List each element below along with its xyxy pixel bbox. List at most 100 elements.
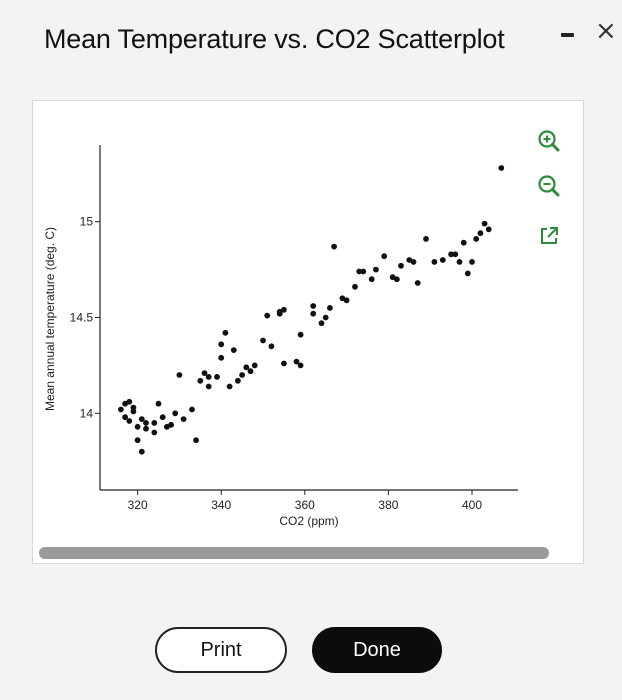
scatter-point (126, 398, 133, 405)
scatter-point (327, 305, 333, 311)
done-button[interactable]: Done (312, 627, 442, 673)
scatter-point (159, 414, 166, 421)
scatter-point (477, 230, 484, 237)
scatter-point (456, 259, 463, 265)
scatter-point (230, 347, 237, 353)
y-tick-label: 14.5 (70, 311, 94, 325)
scatter-point (410, 259, 417, 265)
scatter-point (448, 251, 454, 258)
popout-button[interactable] (536, 223, 562, 249)
horizontal-scrollbar[interactable] (39, 547, 549, 559)
window-title: Mean Temperature vs. CO2 Scatterplot (44, 24, 505, 54)
scatter-point (293, 358, 300, 365)
scatter-point (318, 320, 325, 327)
scatter-point (469, 259, 475, 265)
x-tick-label: 340 (211, 498, 231, 512)
scatter-point (197, 377, 204, 384)
scatter-point (205, 383, 212, 390)
scatter-point (423, 236, 429, 242)
x-axis-label: CO2 (ppm) (279, 514, 338, 528)
scatter-point (356, 268, 363, 275)
scatter-point (368, 276, 375, 283)
scatter-point (226, 383, 233, 390)
scatter-point (398, 262, 404, 269)
scatter-point (189, 406, 195, 413)
scatter-point (151, 429, 158, 436)
zoom-out-button[interactable] (536, 173, 562, 199)
scatter-point (235, 377, 241, 384)
scatter-point (373, 266, 379, 273)
scatter-point (485, 226, 492, 233)
print-button[interactable]: Print (155, 627, 287, 673)
axes (99, 145, 518, 491)
scatter-point (218, 354, 225, 361)
x-tick-label: 380 (378, 498, 398, 512)
scatter-point (431, 259, 438, 265)
external-link-icon (541, 227, 558, 244)
scatter-point (452, 251, 459, 258)
scatter-point (360, 268, 367, 275)
scatter-point (393, 276, 400, 283)
scatter-point (143, 420, 149, 426)
scatter-point (155, 400, 162, 407)
x-tick-label: 400 (462, 498, 482, 512)
scatter-point (268, 343, 275, 350)
scatter-point (134, 423, 141, 430)
scatter-point (138, 448, 145, 455)
x-tick-label: 360 (295, 498, 315, 512)
scatter-point (138, 416, 145, 422)
scatter-point (464, 270, 471, 277)
scatter-point (460, 239, 467, 246)
scatter-point (281, 306, 287, 313)
x-tick-label: 320 (128, 498, 148, 512)
scatter-point (331, 243, 337, 250)
scatter-point (498, 165, 505, 171)
y-tick-label: 14 (80, 406, 94, 420)
chart-panel: 320 340 360 380 400 14 14.5 15 CO2 (ppm) Mean a… (32, 100, 584, 564)
scatter-point (222, 329, 229, 336)
y-tick-label: 15 (80, 215, 94, 229)
minimize-icon (561, 33, 574, 37)
scatter-point (180, 416, 187, 422)
scatter-point (439, 257, 446, 263)
scatter-point (218, 341, 225, 348)
close-button[interactable]: × (595, 16, 617, 46)
minimize-button[interactable] (558, 28, 580, 44)
scatter-point (481, 220, 488, 227)
scatter-point (343, 297, 350, 304)
ticks: 320 340 360 380 400 14 14.5 15 (70, 215, 483, 512)
y-axis-label: Mean annual temperature (deg. C) (43, 227, 57, 411)
scatter-point (172, 410, 179, 417)
scatter-point (176, 372, 183, 378)
scatter-point (168, 421, 175, 428)
scatter-point (322, 314, 329, 321)
scrollbar-thumb[interactable] (39, 547, 549, 559)
scatter-point (352, 283, 358, 290)
scatter-point (143, 425, 149, 432)
scatter-point (247, 368, 254, 375)
scatter-point (122, 414, 128, 421)
scatter-point (201, 370, 208, 376)
scatter-point (151, 420, 158, 426)
zoom-in-icon (538, 130, 560, 152)
scatter-point (281, 360, 287, 367)
scatter-point (134, 437, 141, 444)
scatter-point (414, 280, 421, 286)
data-points (118, 165, 505, 455)
scatter-point (118, 406, 124, 413)
scatter-point (251, 362, 258, 369)
scatter-point (260, 337, 266, 344)
scatter-point (243, 364, 250, 371)
scatter-point (310, 310, 317, 317)
scatter-point (297, 331, 304, 338)
scatter-point (214, 374, 220, 380)
scatter-point (126, 418, 133, 424)
scatter-point (239, 372, 246, 378)
zoom-out-icon (538, 175, 560, 197)
scatter-point (473, 236, 480, 242)
scatter-point (381, 253, 388, 260)
scatter-point (264, 312, 271, 319)
scatter-point (205, 374, 212, 380)
zoom-in-button[interactable] (536, 128, 562, 154)
scatter-point (297, 362, 304, 369)
